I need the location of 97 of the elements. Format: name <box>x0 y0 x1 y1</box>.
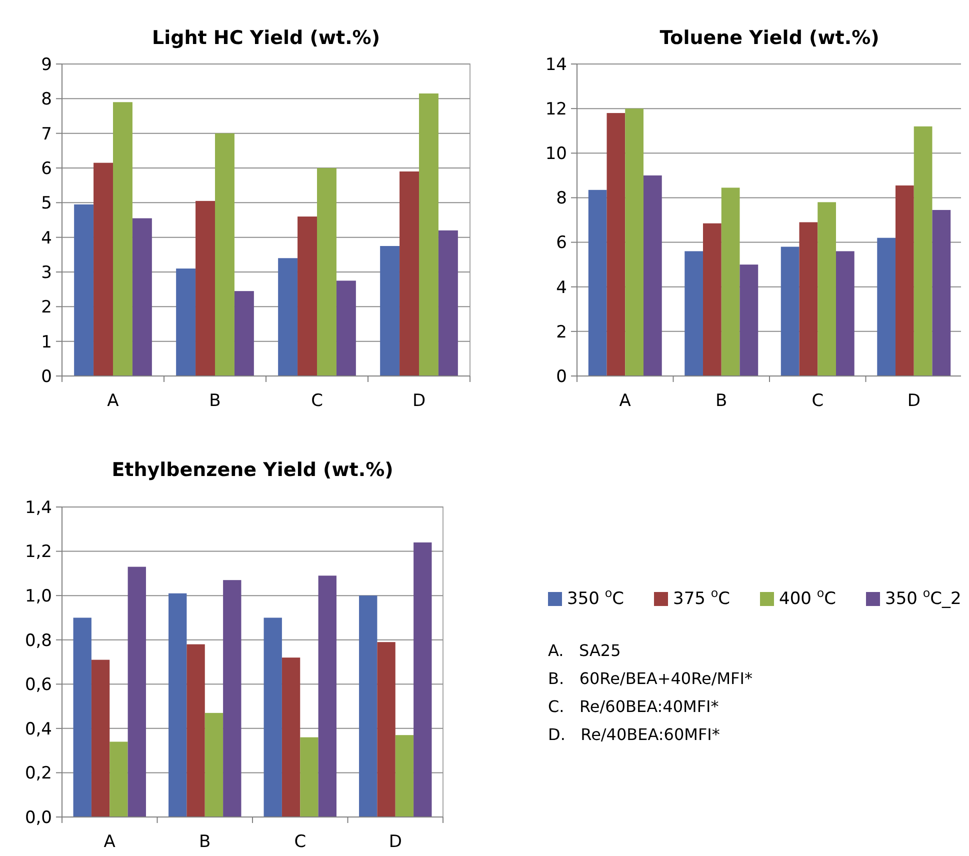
y-tick-label: 0,2 <box>24 764 52 784</box>
y-tick-label: 0 <box>41 366 52 387</box>
bar <box>877 238 896 376</box>
x-tick-label: A <box>104 832 116 852</box>
bar <box>234 291 254 376</box>
bar <box>588 190 607 376</box>
y-tick-label: 0,0 <box>24 808 52 828</box>
bar <box>721 188 740 376</box>
y-tick-label: 12 <box>545 100 567 120</box>
text: D. Re/40BEA:60MFI* <box>548 725 720 744</box>
bar <box>359 596 378 817</box>
bar <box>914 126 932 376</box>
y-tick-label: 6 <box>41 158 52 179</box>
bar <box>336 280 356 376</box>
bar <box>395 735 414 817</box>
text: A. SA25 <box>548 641 621 660</box>
bar <box>643 175 662 376</box>
bar <box>74 204 94 376</box>
bar <box>278 258 298 376</box>
y-tick-label: 4 <box>556 278 567 298</box>
text: B. 60Re/BEA+40Re/MFI* <box>548 669 752 688</box>
bar <box>223 580 242 817</box>
bar <box>264 618 282 817</box>
y-tick-label: 1,0 <box>24 586 52 607</box>
bar <box>168 593 187 817</box>
bar <box>606 113 626 376</box>
y-tick-label: 8 <box>41 90 52 110</box>
bar <box>740 264 758 376</box>
legend-label: 400 $^{o}$C <box>779 586 836 609</box>
bar <box>703 223 722 376</box>
y-tick-label: 2 <box>556 322 567 342</box>
bar <box>625 108 644 376</box>
y-tick-label: 1,4 <box>24 498 52 518</box>
x-tick-label: B <box>209 391 221 411</box>
bar <box>110 742 128 817</box>
bar <box>377 642 396 817</box>
bar <box>196 200 215 376</box>
y-tick-label: 4 <box>41 228 52 248</box>
y-tick-label: 0 <box>556 366 567 387</box>
legend-label: 350 $^{o}$C_2 <box>885 586 962 609</box>
bar <box>684 251 704 376</box>
y-tick-label: 1,2 <box>24 542 52 562</box>
bar <box>438 230 458 376</box>
bar <box>318 576 336 817</box>
y-tick-label: 0,8 <box>24 630 52 651</box>
x-tick-label: B <box>199 832 211 852</box>
x-tick-label: A <box>619 391 632 411</box>
bar <box>400 171 419 376</box>
bar <box>799 222 818 376</box>
x-tick-label: C <box>812 391 824 411</box>
y-tick-label: 8 <box>556 188 567 209</box>
y-tick-label: 1 <box>41 332 52 352</box>
bar <box>419 93 438 376</box>
bar <box>298 216 317 376</box>
bar <box>186 644 205 817</box>
y-tick-label: 14 <box>545 54 567 75</box>
y-tick-label: 0,6 <box>24 675 52 696</box>
bar <box>818 202 836 376</box>
y-tick-label: 7 <box>41 124 52 144</box>
chart-title: Ethylbenzene Yield (wt.%) <box>112 459 394 481</box>
y-tick-label: 10 <box>545 144 567 164</box>
text: C. Re/60BEA:40MFI* <box>548 697 719 716</box>
bar <box>896 185 914 376</box>
bar <box>204 712 224 817</box>
bar <box>94 162 113 376</box>
bar <box>132 218 152 376</box>
y-tick-label: 5 <box>41 194 52 214</box>
bar <box>282 658 300 817</box>
chart-title: Toluene Yield (wt.%) <box>660 27 880 49</box>
bar <box>300 737 318 817</box>
bar <box>414 542 432 817</box>
x-tick-label: A <box>107 391 120 411</box>
x-tick-label: D <box>388 832 402 852</box>
y-tick-label: 2 <box>41 298 52 318</box>
x-tick-label: C <box>311 391 323 411</box>
bar <box>113 102 132 376</box>
bar <box>73 618 92 817</box>
x-tick-label: B <box>716 391 728 411</box>
bar <box>836 251 854 376</box>
x-tick-label: D <box>412 391 426 411</box>
y-tick-label: 0,4 <box>24 719 52 740</box>
bar <box>932 210 951 376</box>
bar <box>380 246 400 376</box>
bar <box>780 246 800 376</box>
bar <box>128 566 146 817</box>
bar <box>91 660 110 817</box>
chart-title: Light HC Yield (wt.%) <box>152 27 380 49</box>
bar <box>317 168 336 376</box>
y-tick-label: 9 <box>41 54 52 75</box>
bar <box>215 133 234 376</box>
legend-label: 375 $^{o}$C <box>673 586 730 609</box>
y-tick-label: 6 <box>556 233 567 254</box>
y-tick-label: 3 <box>41 262 52 283</box>
x-tick-label: D <box>907 391 920 411</box>
bar <box>176 268 196 376</box>
legend-label: 350 $^{o}$C <box>567 586 624 609</box>
x-tick-label: C <box>294 832 306 852</box>
